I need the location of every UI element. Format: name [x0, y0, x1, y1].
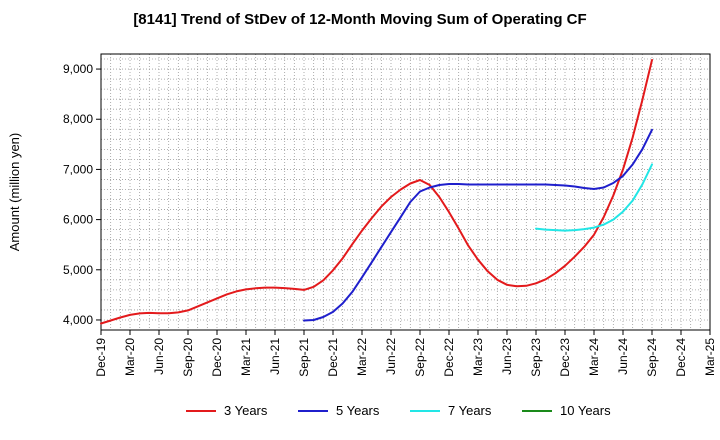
x-tick-label: Dec-21	[326, 338, 340, 377]
x-tick-label: Sep-22	[413, 338, 427, 377]
axes: 4,000 5,000 6,000 7,000 8,000 9,000 Dec-19 Mar-…	[7, 53, 717, 377]
x-tick-label: Jun-24	[616, 338, 630, 375]
legend-label-5-years: 5 Years	[336, 403, 380, 418]
x-tick-label: Sep-24	[645, 338, 659, 377]
y-tick-label: 9,000	[63, 62, 93, 76]
x-tick-label: Mar-24	[587, 338, 601, 376]
x-tick-label: Jun-20	[152, 338, 166, 375]
x-tick-label: Dec-24	[674, 338, 688, 377]
x-tick-label: Jun-21	[268, 338, 282, 375]
series-line-5-years	[303, 128, 653, 322]
y-tick-label: 5,000	[63, 263, 93, 277]
x-tick-label: Dec-22	[442, 338, 456, 377]
x-tick-label: Mar-21	[239, 338, 253, 376]
x-tick-label: Jun-23	[500, 338, 514, 375]
x-tick-label: Sep-20	[181, 338, 195, 377]
y-tick-label: 6,000	[63, 213, 93, 227]
plot-frame	[100, 53, 711, 331]
grid-lines	[100, 54, 711, 331]
chart-title: [8141] Trend of StDev of 12-Month Moving…	[133, 11, 587, 28]
x-tick-label: Mar-20	[123, 338, 137, 376]
legend: 3 Years 5 Years 7 Years 10 Years	[186, 403, 611, 418]
series-lines	[100, 59, 653, 325]
legend-label-7-years: 7 Years	[448, 403, 492, 418]
y-axis-title: Amount (million yen)	[7, 133, 22, 252]
x-tick-label: Sep-23	[529, 338, 543, 377]
y-tick-label: 7,000	[63, 162, 93, 176]
y-tick-label: 8,000	[63, 112, 93, 126]
legend-label-3-years: 3 Years	[224, 403, 268, 418]
x-tick-label: Mar-22	[355, 338, 369, 376]
legend-label-10-years: 10 Years	[560, 403, 611, 418]
series-line-7-years	[535, 163, 653, 232]
x-tick-label: Dec-19	[94, 338, 108, 377]
x-tick-label: Jun-22	[384, 338, 398, 375]
x-tick-label: Mar-25	[703, 338, 717, 376]
x-tick-label: Dec-23	[558, 338, 572, 377]
series-line-3-years	[100, 59, 653, 325]
x-tick-label: Sep-21	[297, 338, 311, 377]
x-tick-label: Dec-20	[210, 338, 224, 377]
x-tick-label: Mar-23	[471, 338, 485, 376]
y-tick-label: 4,000	[63, 313, 93, 327]
